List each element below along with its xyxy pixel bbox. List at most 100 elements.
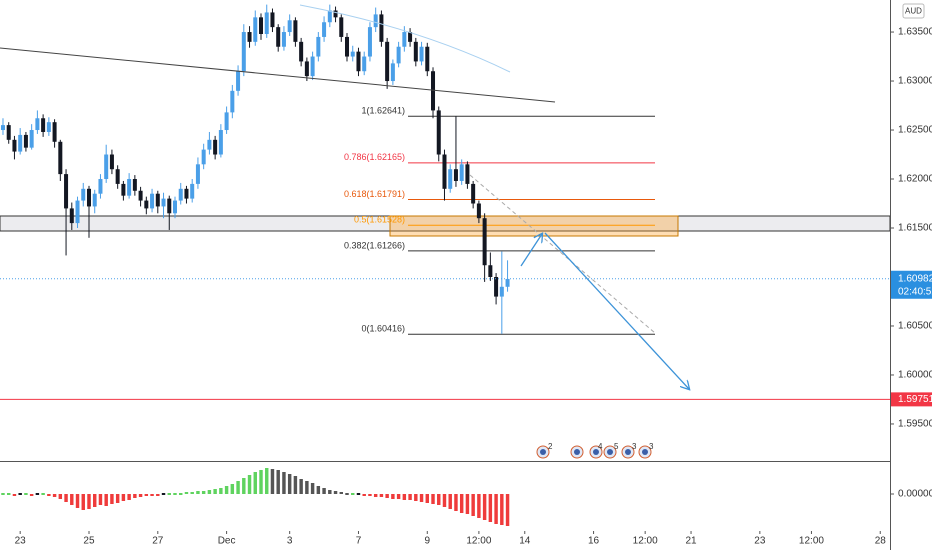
candle-body	[190, 183, 195, 199]
candle-body	[488, 265, 493, 277]
candle-body	[195, 164, 200, 184]
y-tick-label: 1.60500	[898, 321, 932, 332]
histogram-bar	[138, 494, 143, 497]
y-tick-label: 1.63000	[898, 76, 932, 87]
histogram-bar	[47, 494, 51, 496]
histogram-bar	[316, 486, 321, 494]
histogram-bar	[207, 490, 212, 494]
event-icon[interactable]: 2	[536, 442, 553, 459]
candle-body	[0, 125, 5, 131]
candle-body	[167, 198, 172, 214]
arrow	[520, 234, 542, 267]
candle-body	[75, 200, 80, 224]
histogram-bar	[247, 475, 252, 494]
candle-body	[258, 17, 264, 34]
y-tick-label: 1.62500	[898, 125, 932, 136]
histogram-bar	[24, 493, 28, 495]
x-tick-label: Dec	[218, 536, 236, 547]
histogram-bar	[201, 491, 206, 494]
candle-body	[408, 32, 413, 42]
event-count: 3	[632, 442, 637, 451]
candle-body	[270, 12, 275, 28]
candle-body	[41, 118, 46, 132]
event-icon[interactable]: 3	[621, 442, 637, 459]
x-tick-label: 12:00	[466, 536, 491, 547]
event-icon[interactable]	[570, 445, 584, 459]
histogram-bar	[6, 493, 11, 495]
candle-body	[58, 141, 63, 175]
event-icon[interactable]: 4	[589, 442, 603, 459]
y-tick-label: 1.59500	[898, 419, 932, 430]
histogram-bar	[385, 494, 389, 498]
candle-body	[23, 134, 28, 148]
x-tick-label: 3	[287, 536, 293, 547]
candle-body	[345, 36, 350, 57]
zones	[0, 215, 891, 237]
histogram-bar	[442, 494, 447, 507]
histogram-bar	[110, 494, 114, 504]
x-tick-label: 25	[83, 536, 95, 547]
candle-body	[218, 130, 223, 155]
histogram-bar	[488, 494, 493, 522]
candle-body	[18, 134, 23, 152]
x-tick-label: 16	[588, 536, 600, 547]
histogram-bar	[345, 493, 349, 495]
histogram-bar	[98, 494, 103, 505]
price-lines	[0, 278, 890, 400]
x-tick-label: 27	[152, 536, 164, 547]
y-tick-label: 1.61500	[898, 223, 932, 234]
histogram-bar	[396, 494, 401, 499]
last-price-box	[891, 270, 932, 299]
x-tick-label: 21	[685, 536, 697, 547]
candle-body	[316, 36, 321, 57]
candle-body	[241, 32, 246, 72]
histogram-bar	[333, 491, 338, 494]
histogram-bar	[299, 479, 303, 494]
candle-body	[69, 208, 74, 224]
x-tick-label: 9	[425, 536, 431, 547]
histogram-bar	[242, 478, 246, 494]
candles	[0, 4, 510, 334]
histogram-bar	[64, 494, 68, 502]
last-price-label: 1.60982	[898, 273, 932, 284]
histogram-bar	[465, 494, 470, 514]
histogram-bar	[351, 493, 355, 495]
histogram-bar	[494, 494, 498, 524]
candle-body	[476, 203, 481, 219]
histogram-bar	[1, 493, 5, 495]
y-tick-label: 1.63500	[898, 27, 932, 38]
histogram-bar	[115, 494, 120, 503]
candle-body	[201, 149, 206, 165]
candle-body	[81, 188, 86, 201]
fib-label: 0.786(1.62165)	[344, 152, 405, 162]
candle-body	[419, 46, 424, 62]
event-count: 3	[649, 442, 654, 451]
x-tick-label: 14	[519, 536, 531, 547]
candle-body	[442, 154, 447, 189]
candle-body	[453, 169, 458, 181]
candle-body	[64, 174, 69, 209]
candle-body	[299, 41, 304, 62]
candle-body	[385, 41, 390, 82]
histogram-bar	[310, 483, 315, 494]
candle-body	[436, 110, 441, 155]
candle-body	[333, 10, 338, 18]
fib-label: 0(1.60416)	[361, 324, 405, 334]
candle-body	[339, 17, 344, 37]
candle-body	[264, 12, 269, 34]
histogram-bar	[437, 494, 441, 505]
histogram-bar	[500, 494, 504, 525]
candle-body	[396, 46, 401, 64]
event-icon[interactable]: 3	[638, 442, 654, 459]
histogram-bar	[58, 494, 63, 499]
histogram-bar	[18, 493, 22, 495]
candle-body	[293, 20, 298, 42]
x-tick-label: 28	[875, 536, 887, 547]
candle-body	[281, 32, 286, 47]
histogram-bar	[282, 472, 286, 494]
currency-box[interactable]	[902, 3, 925, 19]
x-tick-label: 7	[356, 536, 362, 547]
candle-body	[327, 10, 332, 23]
histogram-bar	[414, 494, 418, 501]
event-icon[interactable]: 5	[603, 442, 619, 459]
